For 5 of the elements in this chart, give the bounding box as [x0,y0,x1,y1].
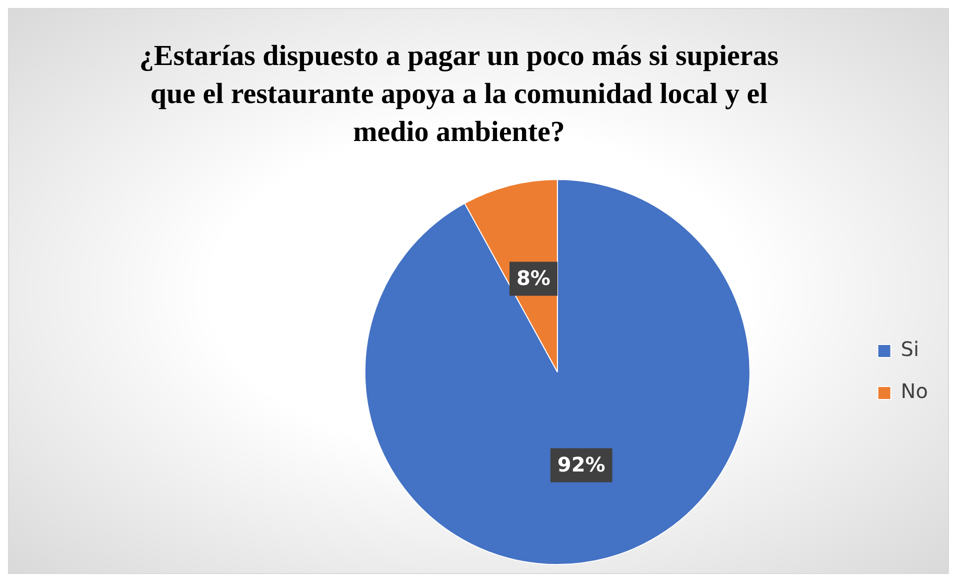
legend-label: Si [900,337,920,362]
data-label: 92% [557,452,606,476]
data-label: 8% [516,266,550,290]
legend-label: No [900,379,928,404]
chart-title: ¿Estarías dispuesto a pagar un poco más si supieras que el restaurante apoya a la comunidad local y el medio ambiente? [138,39,780,150]
